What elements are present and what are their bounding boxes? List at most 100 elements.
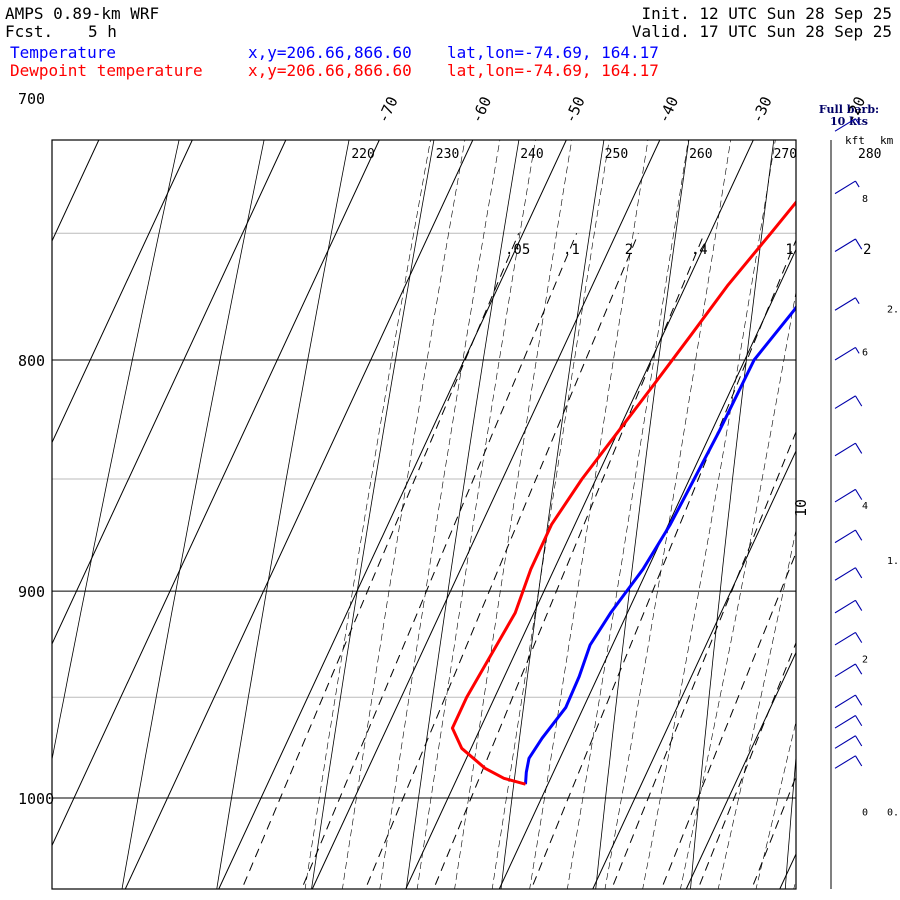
mixing-ratio-line bbox=[364, 233, 639, 889]
wind-barb bbox=[834, 118, 860, 132]
wind-barb-staff bbox=[834, 694, 856, 709]
kft-tick: 8 bbox=[862, 194, 868, 205]
dry-adiabat bbox=[311, 140, 435, 889]
moist-adiabat bbox=[491, 140, 610, 889]
dry-adiabat-label: 260 bbox=[689, 147, 712, 162]
isotherm bbox=[405, 140, 754, 889]
isotherm bbox=[592, 449, 796, 889]
dry-adiabat bbox=[595, 140, 690, 889]
isotherm bbox=[311, 140, 661, 889]
legend-temperature-xy: x,y=206.66,866.60 bbox=[248, 43, 412, 62]
wind-barb-staff bbox=[834, 755, 856, 769]
model-title: AMPS 0.89-km WRF bbox=[5, 4, 160, 23]
temperature-tick-label: -70 bbox=[374, 94, 402, 126]
plot-frame bbox=[51, 139, 797, 890]
moist-adiabat bbox=[755, 720, 796, 889]
moist-adiabat bbox=[642, 140, 776, 889]
wind-barb bbox=[834, 297, 860, 311]
wind-barb-staff bbox=[834, 238, 856, 252]
temperature-tick-label: -50 bbox=[561, 94, 589, 126]
legend-dewpoint-xy: x,y=206.66,866.60 bbox=[248, 61, 412, 80]
mixing-ratio-line bbox=[611, 430, 796, 889]
mixing-ratio-line bbox=[241, 233, 520, 889]
valid-time: Valid. 17 UTC Sun 28 Sep 25 bbox=[631, 22, 892, 41]
fcst-label: Fcst. bbox=[5, 22, 54, 41]
moist-adiabat bbox=[454, 140, 573, 889]
pressure-tick-label: 800 bbox=[18, 352, 45, 370]
legend-dewpoint-name: Dewpoint temperature bbox=[10, 61, 203, 80]
moist-adiabat bbox=[793, 878, 796, 889]
wind-barb-flag bbox=[854, 663, 863, 675]
dry-adiabat bbox=[405, 140, 520, 889]
wind-barb-staff bbox=[834, 488, 856, 503]
wind-barb-flag bbox=[854, 755, 863, 767]
dry-adiabat bbox=[879, 70, 900, 900]
isotherm bbox=[498, 248, 796, 889]
wind-barb bbox=[834, 715, 863, 729]
wind-barb-staff bbox=[834, 529, 856, 544]
mixing-ratio-label: .05 bbox=[505, 242, 530, 258]
dry-adiabat-label: 220 bbox=[351, 147, 374, 162]
wind-barb-flag bbox=[854, 347, 860, 354]
isotherm bbox=[218, 140, 567, 889]
wind-barb-flag bbox=[854, 442, 863, 454]
wind-barb bbox=[834, 180, 860, 195]
moist-adiabat bbox=[342, 140, 466, 889]
wind-barb-flag bbox=[854, 395, 863, 407]
mixing-ratio-line bbox=[751, 775, 796, 889]
temperature-tick-label: -30 bbox=[748, 94, 776, 126]
wind-barb-flag bbox=[854, 238, 863, 250]
moist-adiabat bbox=[567, 140, 689, 889]
dewpoint-profile bbox=[450, 200, 796, 786]
wind-barb-flag bbox=[854, 489, 863, 500]
wind-barb bbox=[834, 529, 863, 544]
temperature-tick-label: -60 bbox=[467, 94, 495, 126]
wind-barb bbox=[834, 735, 863, 749]
isotherm bbox=[124, 140, 474, 889]
mixing-ratio-label: 2 bbox=[625, 242, 633, 258]
kft-tick: 2 bbox=[862, 654, 868, 665]
wind-barb-staff bbox=[834, 735, 856, 749]
mixing-ratio-label: .4 bbox=[691, 242, 708, 258]
wind-barb-flag bbox=[854, 715, 863, 727]
wind-barb-staff bbox=[834, 663, 856, 678]
wind-barb-staff bbox=[834, 442, 856, 457]
moist-adiabat bbox=[304, 140, 431, 889]
isotherm bbox=[52, 140, 287, 646]
mixing-ratio-line bbox=[697, 641, 796, 889]
wind-barb bbox=[834, 395, 863, 409]
wind-barb-flag bbox=[854, 297, 860, 304]
legend-temperature-name: Temperature bbox=[10, 43, 116, 62]
isotherm bbox=[52, 140, 193, 444]
temperature-profile bbox=[524, 304, 796, 785]
kft-label: kft bbox=[845, 134, 865, 147]
barb-note-line1: Full barb: bbox=[818, 103, 880, 116]
moist-adiabat bbox=[717, 528, 796, 889]
dry-adiabat-label: 230 bbox=[436, 147, 459, 162]
dry-adiabat bbox=[121, 140, 265, 889]
wind-barb bbox=[834, 755, 863, 769]
dry-adiabat-label: 280 bbox=[858, 147, 881, 162]
wind-barb-staff bbox=[834, 346, 856, 361]
dry-adiabat-label: 240 bbox=[520, 147, 543, 162]
wind-barb-flag bbox=[854, 694, 863, 706]
dry-adiabat-label: 250 bbox=[605, 147, 628, 162]
wind-barb bbox=[834, 567, 863, 581]
wind-barb-flag bbox=[854, 632, 863, 643]
temperature-tick-label: -20 bbox=[841, 94, 869, 126]
wind-barb-staff bbox=[834, 599, 856, 614]
wind-barb-flag bbox=[854, 118, 860, 125]
temperature-tick-label: -40 bbox=[654, 94, 682, 126]
wind-barb-flag bbox=[854, 600, 863, 611]
mixing-ratio-label: .1 bbox=[563, 242, 580, 258]
moist-adiabat bbox=[862, 70, 900, 900]
wind-barb bbox=[834, 238, 863, 252]
kft-tick: 0 bbox=[862, 808, 868, 819]
wind-barb-flag bbox=[854, 180, 860, 188]
pressure-tick-label: 1000 bbox=[18, 790, 54, 808]
moist-adiabat bbox=[680, 290, 796, 889]
wind-barb-flag bbox=[854, 567, 863, 579]
wind-barb-staff bbox=[834, 118, 856, 132]
isotherm-10-label: 10 bbox=[792, 499, 810, 517]
